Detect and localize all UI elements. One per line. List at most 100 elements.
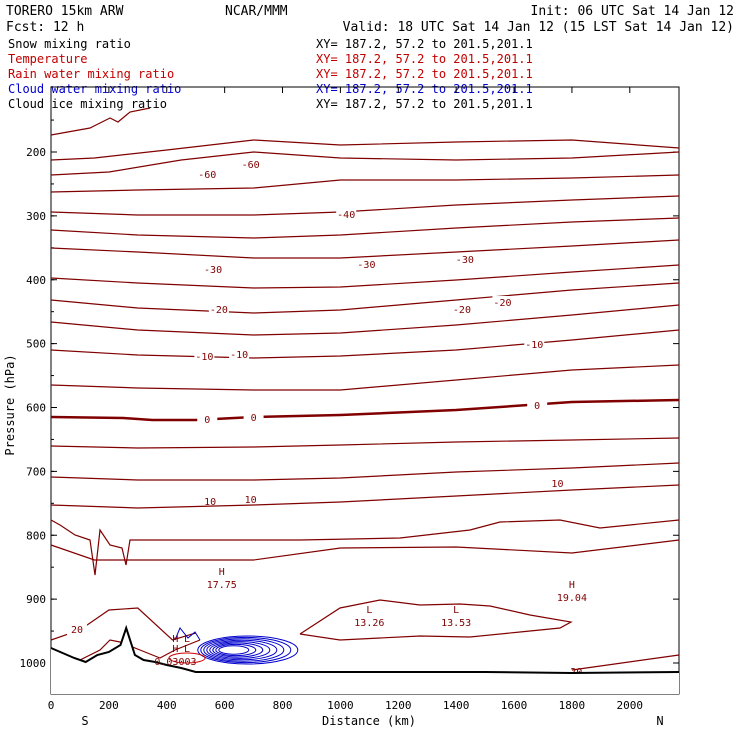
isotherm-label: -10 bbox=[525, 340, 543, 351]
isotherm-label-bg bbox=[547, 477, 568, 489]
extremum-value: 13.53 bbox=[441, 618, 471, 629]
cloud-water-contour bbox=[209, 641, 271, 659]
extremum-value: 0.03003 bbox=[154, 657, 196, 668]
isotherm-line bbox=[50, 437, 680, 449]
isotherm-label: 10 bbox=[551, 479, 563, 490]
isotherm-label-bg bbox=[243, 411, 264, 423]
extremum-marker: H bbox=[219, 567, 225, 578]
isotherm-label-bg bbox=[336, 208, 357, 220]
isotherm-label-bg bbox=[524, 338, 545, 350]
isotherm-label-bg bbox=[194, 350, 215, 362]
isotherm-label-bg bbox=[197, 168, 218, 180]
legend-xy-temperature: XY= 187.2, 57.2 to 201.5,201.1 bbox=[316, 52, 533, 66]
legend-label-cloud-ice: Cloud ice mixing ratio bbox=[8, 97, 167, 111]
org-label: NCAR/MMM bbox=[225, 4, 288, 19]
isotherm-label: 0 bbox=[534, 401, 540, 412]
hydrometeor-overlay-layer bbox=[168, 627, 299, 665]
forecast-hour: Fcst: 12 h bbox=[6, 20, 84, 35]
cloud-water-contour bbox=[212, 642, 264, 658]
y-tick-label: 200 bbox=[26, 146, 46, 159]
legend-label-snow: Snow mixing ratio bbox=[8, 37, 131, 51]
extremum-marker: H bbox=[569, 580, 575, 591]
extremum-value: 19.04 bbox=[557, 593, 587, 604]
isotherm-label: 0 bbox=[204, 415, 210, 426]
isotherm-label: -30 bbox=[357, 260, 375, 271]
legend-xy-rain: XY= 187.2, 57.2 to 201.5,201.1 bbox=[316, 67, 533, 81]
isotherm-line bbox=[50, 484, 680, 509]
extremum-marker: L bbox=[453, 605, 459, 616]
cloud-water-contour bbox=[197, 635, 299, 665]
isotherm-label: -60 bbox=[198, 170, 216, 181]
isotherm-label: 0 bbox=[251, 413, 257, 424]
y-tick-label: 300 bbox=[26, 210, 46, 223]
legend-label-rain: Rain water mixing ratio bbox=[8, 67, 174, 81]
y-axis-label: Pressure (hPa) bbox=[3, 354, 17, 455]
isotherm-line bbox=[50, 239, 680, 259]
isotherm-line bbox=[50, 139, 680, 161]
cloud-water-contour bbox=[218, 645, 250, 655]
x-tick-label: 0 bbox=[48, 699, 55, 712]
x-tick-label: 800 bbox=[273, 699, 293, 712]
isotherm-line bbox=[50, 282, 680, 314]
cloud-water-contour bbox=[203, 638, 285, 662]
axes: 0 200 400 600 800 1000 1200 1400 1600 1800 2000200… bbox=[20, 87, 679, 712]
isotherm-feature bbox=[50, 107, 151, 136]
isotherm-label-bg bbox=[229, 348, 250, 360]
x-tick-label: 1000 bbox=[327, 699, 354, 712]
legend-xy-cloud-ice: XY= 187.2, 57.2 to 201.5,201.1 bbox=[316, 97, 533, 111]
x-tick-label: 1400 bbox=[443, 699, 470, 712]
extremum-marker: H bbox=[172, 644, 178, 655]
isotherm-label: -10 bbox=[195, 352, 213, 363]
extremum-value: 17.75 bbox=[207, 580, 237, 591]
isotherm-line bbox=[50, 329, 680, 359]
isotherm-label: -20 bbox=[493, 298, 511, 309]
isotherm-label-bg bbox=[197, 413, 218, 425]
isotherm-line bbox=[50, 264, 680, 289]
x-tick-label: 1200 bbox=[385, 699, 412, 712]
end-label-north: N bbox=[656, 714, 663, 728]
legend-xy-cloud-water: XY= 187.2, 57.2 to 201.5,201.1 bbox=[316, 82, 533, 96]
isotherm-label-bg bbox=[492, 296, 513, 308]
legend: Snow mixing ratio XY= 187.2, 57.2 to 201… bbox=[8, 37, 533, 111]
isotherm-line bbox=[571, 654, 680, 671]
cloud-water-contour bbox=[174, 627, 201, 641]
isotherm-label-bg bbox=[451, 303, 472, 315]
cloud-water-contour bbox=[206, 639, 278, 661]
isotherm-label-bg bbox=[203, 263, 224, 275]
y-tick-label: 400 bbox=[26, 274, 46, 287]
isotherm-label-bg bbox=[200, 495, 221, 507]
valid-time: Valid: 18 UTC Sat 14 Jan 12 (15 LST Sat … bbox=[343, 20, 734, 35]
isotherm-label: -30 bbox=[456, 255, 474, 266]
x-axis-label: Distance (km) bbox=[322, 714, 416, 728]
legend-label-temperature: Temperature bbox=[8, 52, 87, 66]
isotherm-label-bg bbox=[67, 623, 88, 635]
x-tick-label: 600 bbox=[215, 699, 235, 712]
isotherm-line bbox=[50, 364, 680, 391]
cloud-water-contour bbox=[200, 636, 292, 664]
x-tick-label: 400 bbox=[157, 699, 177, 712]
y-tick-label: 1000 bbox=[20, 657, 47, 670]
isotherm-label-bg bbox=[356, 258, 377, 270]
y-tick-label: 800 bbox=[26, 529, 46, 542]
isotherm-label-bg bbox=[527, 399, 548, 411]
cloud-water-contour bbox=[215, 643, 257, 657]
init-time: Init: 06 UTC Sat 14 Jan 12 bbox=[531, 4, 735, 19]
isotherm-line bbox=[50, 398, 680, 422]
extremum-value: 13.26 bbox=[354, 618, 384, 629]
extremum-marker: L bbox=[366, 605, 372, 616]
extremum-marker: L bbox=[184, 634, 190, 645]
isotherm-line bbox=[50, 539, 680, 561]
isotherm-label-bg bbox=[454, 253, 475, 265]
isotherm-label-bg bbox=[240, 158, 261, 170]
isotherm-line bbox=[50, 304, 680, 336]
isotherm-label: 10 bbox=[245, 495, 257, 506]
rain-water-contour bbox=[168, 652, 206, 664]
extremum-marker: L bbox=[184, 644, 190, 655]
x-tick-label: 1800 bbox=[559, 699, 586, 712]
extremum-marker: H bbox=[172, 634, 178, 645]
isotherm-label-bg bbox=[208, 303, 229, 315]
model-title: TORERO 15km ARW bbox=[6, 4, 124, 19]
isotherm-label: -10 bbox=[230, 350, 248, 361]
end-label-south: S bbox=[81, 714, 88, 728]
